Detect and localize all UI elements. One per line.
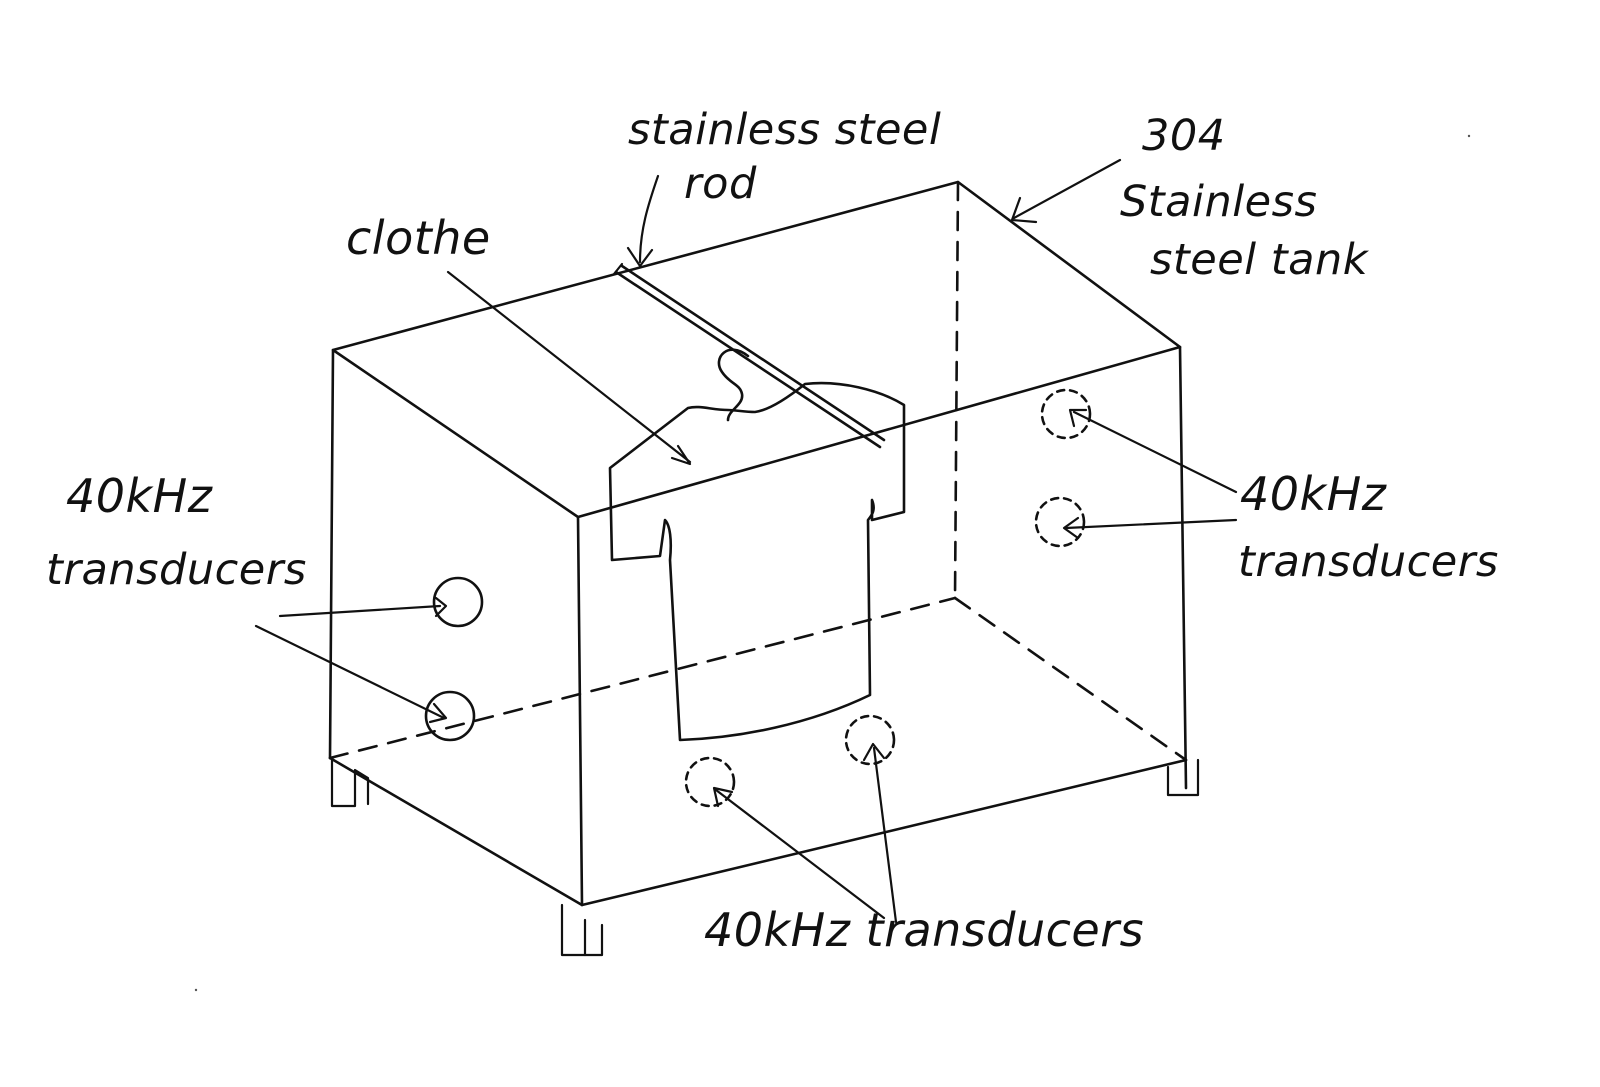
tank-leader: [1012, 158, 1122, 220]
tank-feet: [330, 758, 1200, 957]
clothe-label: clothe: [346, 211, 491, 265]
rod-lower-line: [620, 264, 886, 442]
tank-left-edge: [328, 348, 335, 760]
t-shirt: [608, 381, 906, 742]
foot-front: [560, 903, 604, 957]
leader-arrows: [254, 158, 1238, 924]
hidden-back-bottom-edge: [328, 596, 957, 760]
left-transducer-label-line1: 40kHz: [66, 469, 213, 523]
scan-speck: [194, 988, 198, 992]
bottom-leader-left-head: [712, 786, 734, 808]
hidden-right-bottom-edge: [953, 596, 1188, 762]
left-leader-lower-head: [428, 702, 448, 724]
hidden-back-vertical-edge: [953, 180, 960, 600]
tank-front-left-edge: [576, 515, 584, 907]
rod-leader: [638, 174, 660, 264]
clothe-leader-head: [670, 444, 692, 466]
left-leader-upper-head: [434, 596, 448, 618]
right-leader-upper: [1072, 410, 1238, 494]
right-leader-upper-head: [1068, 408, 1088, 428]
transducer-right-lower: [1034, 496, 1086, 548]
rod-label-line2: rod: [684, 159, 757, 209]
rod-upper-line: [614, 270, 882, 449]
foot-left: [330, 758, 370, 808]
foot-right: [1166, 758, 1200, 797]
t-shirt-outline: [608, 381, 906, 742]
transducer-left-lower: [424, 690, 476, 742]
rod-leader-head: [626, 246, 654, 268]
tank-outline: [328, 180, 1188, 907]
tank-leader-head: [1010, 196, 1038, 224]
right-leader-lower: [1064, 518, 1238, 530]
left-leader-upper: [278, 604, 442, 618]
tank-label-line1: 304: [1142, 111, 1226, 161]
bottom-transducer-label: 40kHz transducers: [704, 903, 1145, 957]
scan-speck: [1467, 134, 1471, 138]
bottom-leader-right: [872, 746, 898, 924]
transducer-right-upper: [1040, 388, 1092, 440]
right-leader-lower-head: [1062, 516, 1080, 540]
tank-label-line3: steel tank: [1150, 235, 1369, 285]
hanger: [717, 348, 750, 422]
right-transducer-label-line1: 40kHz: [1240, 467, 1387, 521]
steel-rod: [612, 262, 886, 449]
transducers: [424, 388, 1092, 808]
clothe-leader: [446, 270, 692, 464]
hanger-hook: [717, 348, 750, 422]
bottom-leader-right-head: [862, 742, 886, 762]
tank-bottom-edges: [328, 756, 1188, 907]
tank-label-line2: Stainless: [1120, 177, 1318, 227]
tank-right-edge: [1178, 345, 1188, 790]
transducer-bottom-left: [684, 756, 736, 808]
rod-end-cap: [612, 262, 624, 276]
right-transducer-label-line2: transducers: [1238, 537, 1499, 587]
transducer-bottom-right: [844, 714, 896, 766]
transducer-left-upper: [432, 576, 484, 628]
bottom-leader-left: [714, 788, 886, 920]
rod-label-line1: stainless steel: [628, 105, 942, 155]
left-leader-lower: [254, 624, 446, 720]
left-transducer-label-line2: transducers: [46, 545, 307, 595]
